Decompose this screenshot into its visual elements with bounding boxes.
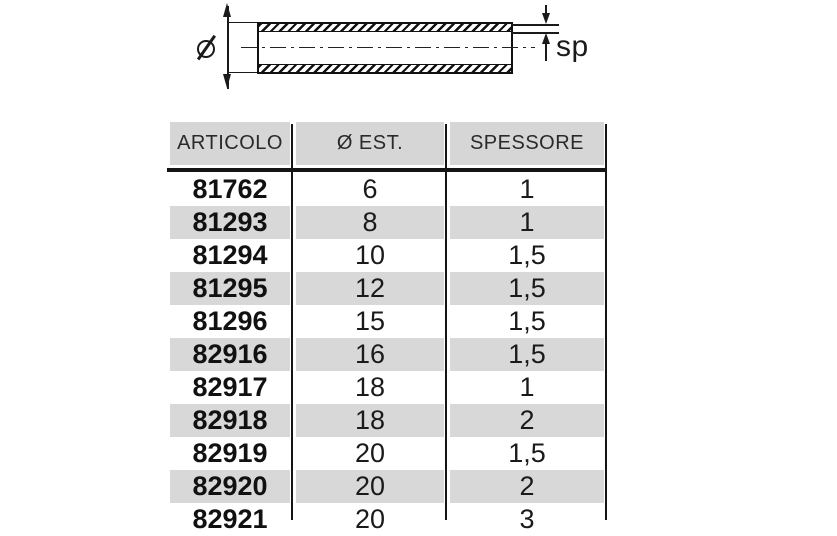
table-row: 82918 18 2 [167,404,607,437]
cell-diametro-esterno: 6 [293,173,447,206]
cell-articolo: 82919 [167,437,293,470]
cell-spessore: 1,5 [447,305,607,338]
table-row: 82920 20 2 [167,470,607,503]
cell-articolo: 82920 [167,470,293,503]
arrow-down-icon [223,74,231,88]
cell-spessore: 2 [447,404,607,437]
cell-articolo: 81295 [167,272,293,305]
thickness-ref-line-outer [511,24,559,26]
cell-articolo: 81296 [167,305,293,338]
tube-wall-bottom [259,64,511,72]
cell-diametro-esterno: 12 [293,272,447,305]
cell-diametro-esterno: 20 [293,470,447,503]
cell-diametro-esterno: 10 [293,239,447,272]
cell-articolo: 82918 [167,404,293,437]
tube-centerline [241,46,535,49]
cell-diametro-esterno: 8 [293,206,447,239]
cell-articolo: 82916 [167,338,293,371]
cell-spessore: 1,5 [447,239,607,272]
thickness-arrow-tail-lower [545,44,547,61]
cell-diametro-esterno: 20 [293,503,447,536]
arrow-up-icon [541,33,550,44]
cell-spessore: 1,5 [447,272,607,305]
tube-wall-top [259,24,511,32]
thickness-ref-line-inner [511,32,559,34]
diameter-dimension-line [227,6,229,89]
cell-articolo: 82921 [167,503,293,536]
header-divider [167,168,607,172]
table-row: 81293 8 1 [167,206,607,239]
column-divider-2 [445,124,447,520]
table-row: 82921 20 3 [167,503,607,536]
table-body: 81762 6 1 81293 8 1 81294 10 1,5 81295 1… [167,173,607,536]
extension-line-bottom [228,71,259,73]
cell-articolo: 81294 [167,239,293,272]
cell-diametro-esterno: 20 [293,437,447,470]
table-right-border [605,124,607,520]
header-cell-diametro-esterno: Ø EST. [293,122,447,165]
cell-articolo: 81762 [167,173,293,206]
table-row: 82916 16 1,5 [167,338,607,371]
cell-diametro-esterno: 18 [293,371,447,404]
header-cell-spessore: SPESSORE [447,122,607,165]
cell-spessore: 1,5 [447,437,607,470]
cell-articolo: 82917 [167,371,293,404]
cell-spessore: 1 [447,371,607,404]
cell-spessore: 1,5 [447,338,607,371]
cell-spessore: 1 [447,173,607,206]
table-row: 81294 10 1,5 [167,239,607,272]
diameter-symbol-icon [197,40,215,58]
cell-articolo: 81293 [167,206,293,239]
table-row: 81296 15 1,5 [167,305,607,338]
thickness-arrow-tail-upper [545,5,547,14]
table-row: 81295 12 1,5 [167,272,607,305]
table-row: 81762 6 1 [167,173,607,206]
table-header-row: ARTICOLO Ø EST. SPESSORE [167,122,607,165]
cell-diametro-esterno: 16 [293,338,447,371]
table-row: 82917 18 1 [167,371,607,404]
arrow-up-icon [223,3,231,17]
cell-spessore: 2 [447,470,607,503]
extension-line-top [228,21,259,23]
column-divider-1 [291,124,293,520]
table-row: 82919 20 1,5 [167,437,607,470]
header-cell-articolo: ARTICOLO [167,122,293,165]
cell-diametro-esterno: 15 [293,305,447,338]
spec-table: ARTICOLO Ø EST. SPESSORE 81762 6 1 81293… [167,122,607,536]
cell-diametro-esterno: 18 [293,404,447,437]
cell-spessore: 3 [447,503,607,536]
arrow-down-icon [541,13,550,24]
cell-spessore: 1 [447,206,607,239]
thickness-label: sp [556,30,589,63]
